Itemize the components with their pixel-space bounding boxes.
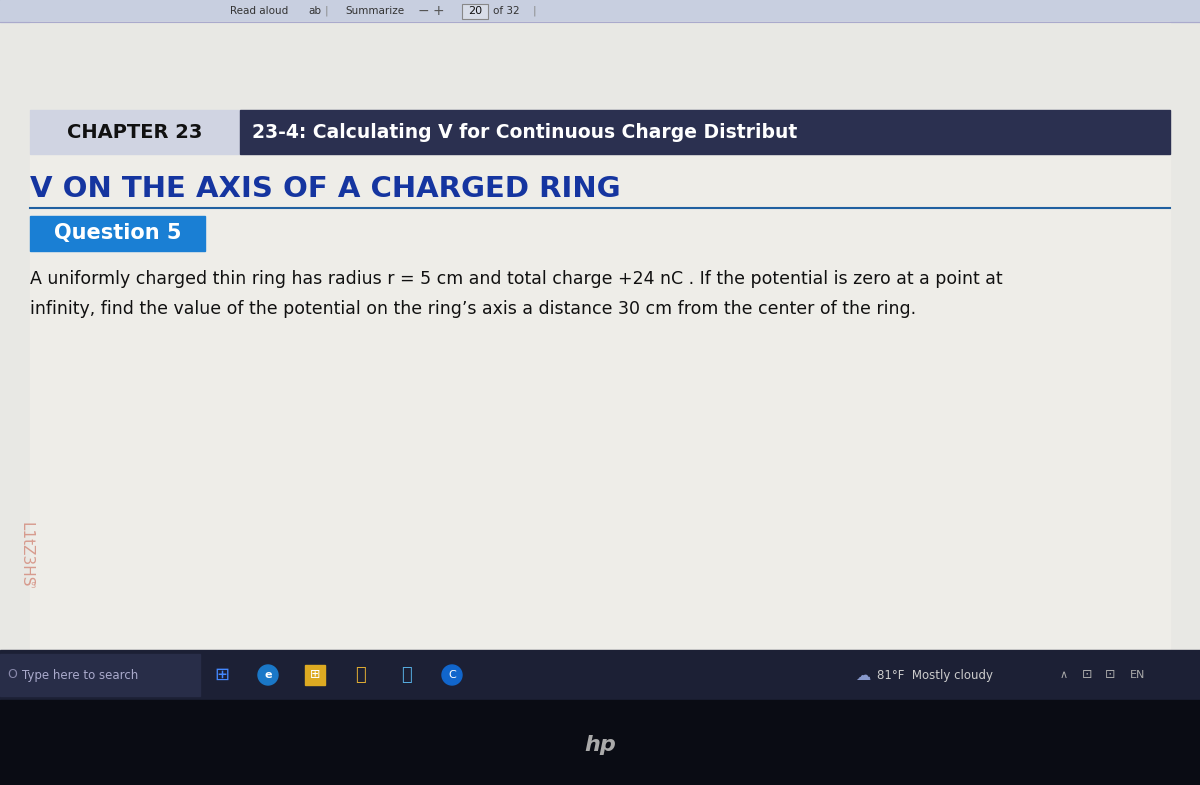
Text: ⊞: ⊞ bbox=[310, 669, 320, 681]
Bar bbox=[305, 665, 325, 685]
Text: Type here to search: Type here to search bbox=[22, 669, 138, 681]
Bar bbox=[30, 22, 1170, 110]
Text: infinity, find the value of the potential on the ring’s axis a distance 30 cm fr: infinity, find the value of the potentia… bbox=[30, 300, 916, 318]
Bar bbox=[0, 0, 1200, 22]
Text: ⊡: ⊡ bbox=[1105, 669, 1116, 681]
Bar bbox=[30, 22, 1170, 650]
Text: s: s bbox=[30, 580, 35, 590]
Text: 20: 20 bbox=[468, 6, 482, 16]
Text: ⊡: ⊡ bbox=[1082, 669, 1092, 681]
Text: |: | bbox=[533, 5, 536, 16]
Circle shape bbox=[258, 665, 278, 685]
Text: A uniformly charged thin ring has radius r = 5 cm and total charge +24 nC . If t: A uniformly charged thin ring has radius… bbox=[30, 270, 1003, 288]
Bar bbox=[240, 110, 1170, 154]
Text: ⊞: ⊞ bbox=[215, 666, 229, 684]
Text: CHAPTER 23: CHAPTER 23 bbox=[67, 122, 203, 141]
Bar bbox=[0, 650, 1200, 700]
Text: e: e bbox=[264, 670, 271, 680]
Bar bbox=[30, 22, 1170, 650]
Text: 📁: 📁 bbox=[402, 666, 413, 684]
Bar bbox=[0, 22, 1200, 650]
Text: EN: EN bbox=[1130, 670, 1145, 680]
Text: Summarize: Summarize bbox=[346, 6, 404, 16]
Text: hp: hp bbox=[584, 735, 616, 755]
Text: ∧: ∧ bbox=[1060, 670, 1068, 680]
Text: 23-4: Calculating V for Continuous Charge Distribut: 23-4: Calculating V for Continuous Charg… bbox=[252, 122, 797, 141]
Text: 📁: 📁 bbox=[355, 666, 365, 684]
Text: of 32: of 32 bbox=[493, 6, 520, 16]
Text: Read aloud: Read aloud bbox=[230, 6, 288, 16]
Circle shape bbox=[442, 665, 462, 685]
Bar bbox=[0, 654, 200, 696]
Text: C: C bbox=[448, 670, 456, 680]
Text: O: O bbox=[7, 669, 17, 681]
Bar bbox=[462, 4, 488, 19]
Bar bbox=[30, 110, 240, 154]
Text: +: + bbox=[432, 4, 444, 18]
Bar bbox=[0, 700, 1200, 785]
Text: 20: 20 bbox=[472, 6, 486, 16]
Text: ab: ab bbox=[308, 6, 322, 16]
Text: |: | bbox=[325, 5, 329, 16]
Text: Question 5: Question 5 bbox=[54, 224, 181, 243]
Text: 81°F  Mostly cloudy: 81°F Mostly cloudy bbox=[877, 669, 994, 681]
Text: L1tZ3HS: L1tZ3HS bbox=[18, 522, 34, 588]
Text: V ON THE AXIS OF A CHARGED RING: V ON THE AXIS OF A CHARGED RING bbox=[30, 175, 620, 203]
Text: ☁: ☁ bbox=[854, 667, 870, 682]
Text: −: − bbox=[418, 4, 430, 18]
Bar bbox=[30, 216, 205, 251]
